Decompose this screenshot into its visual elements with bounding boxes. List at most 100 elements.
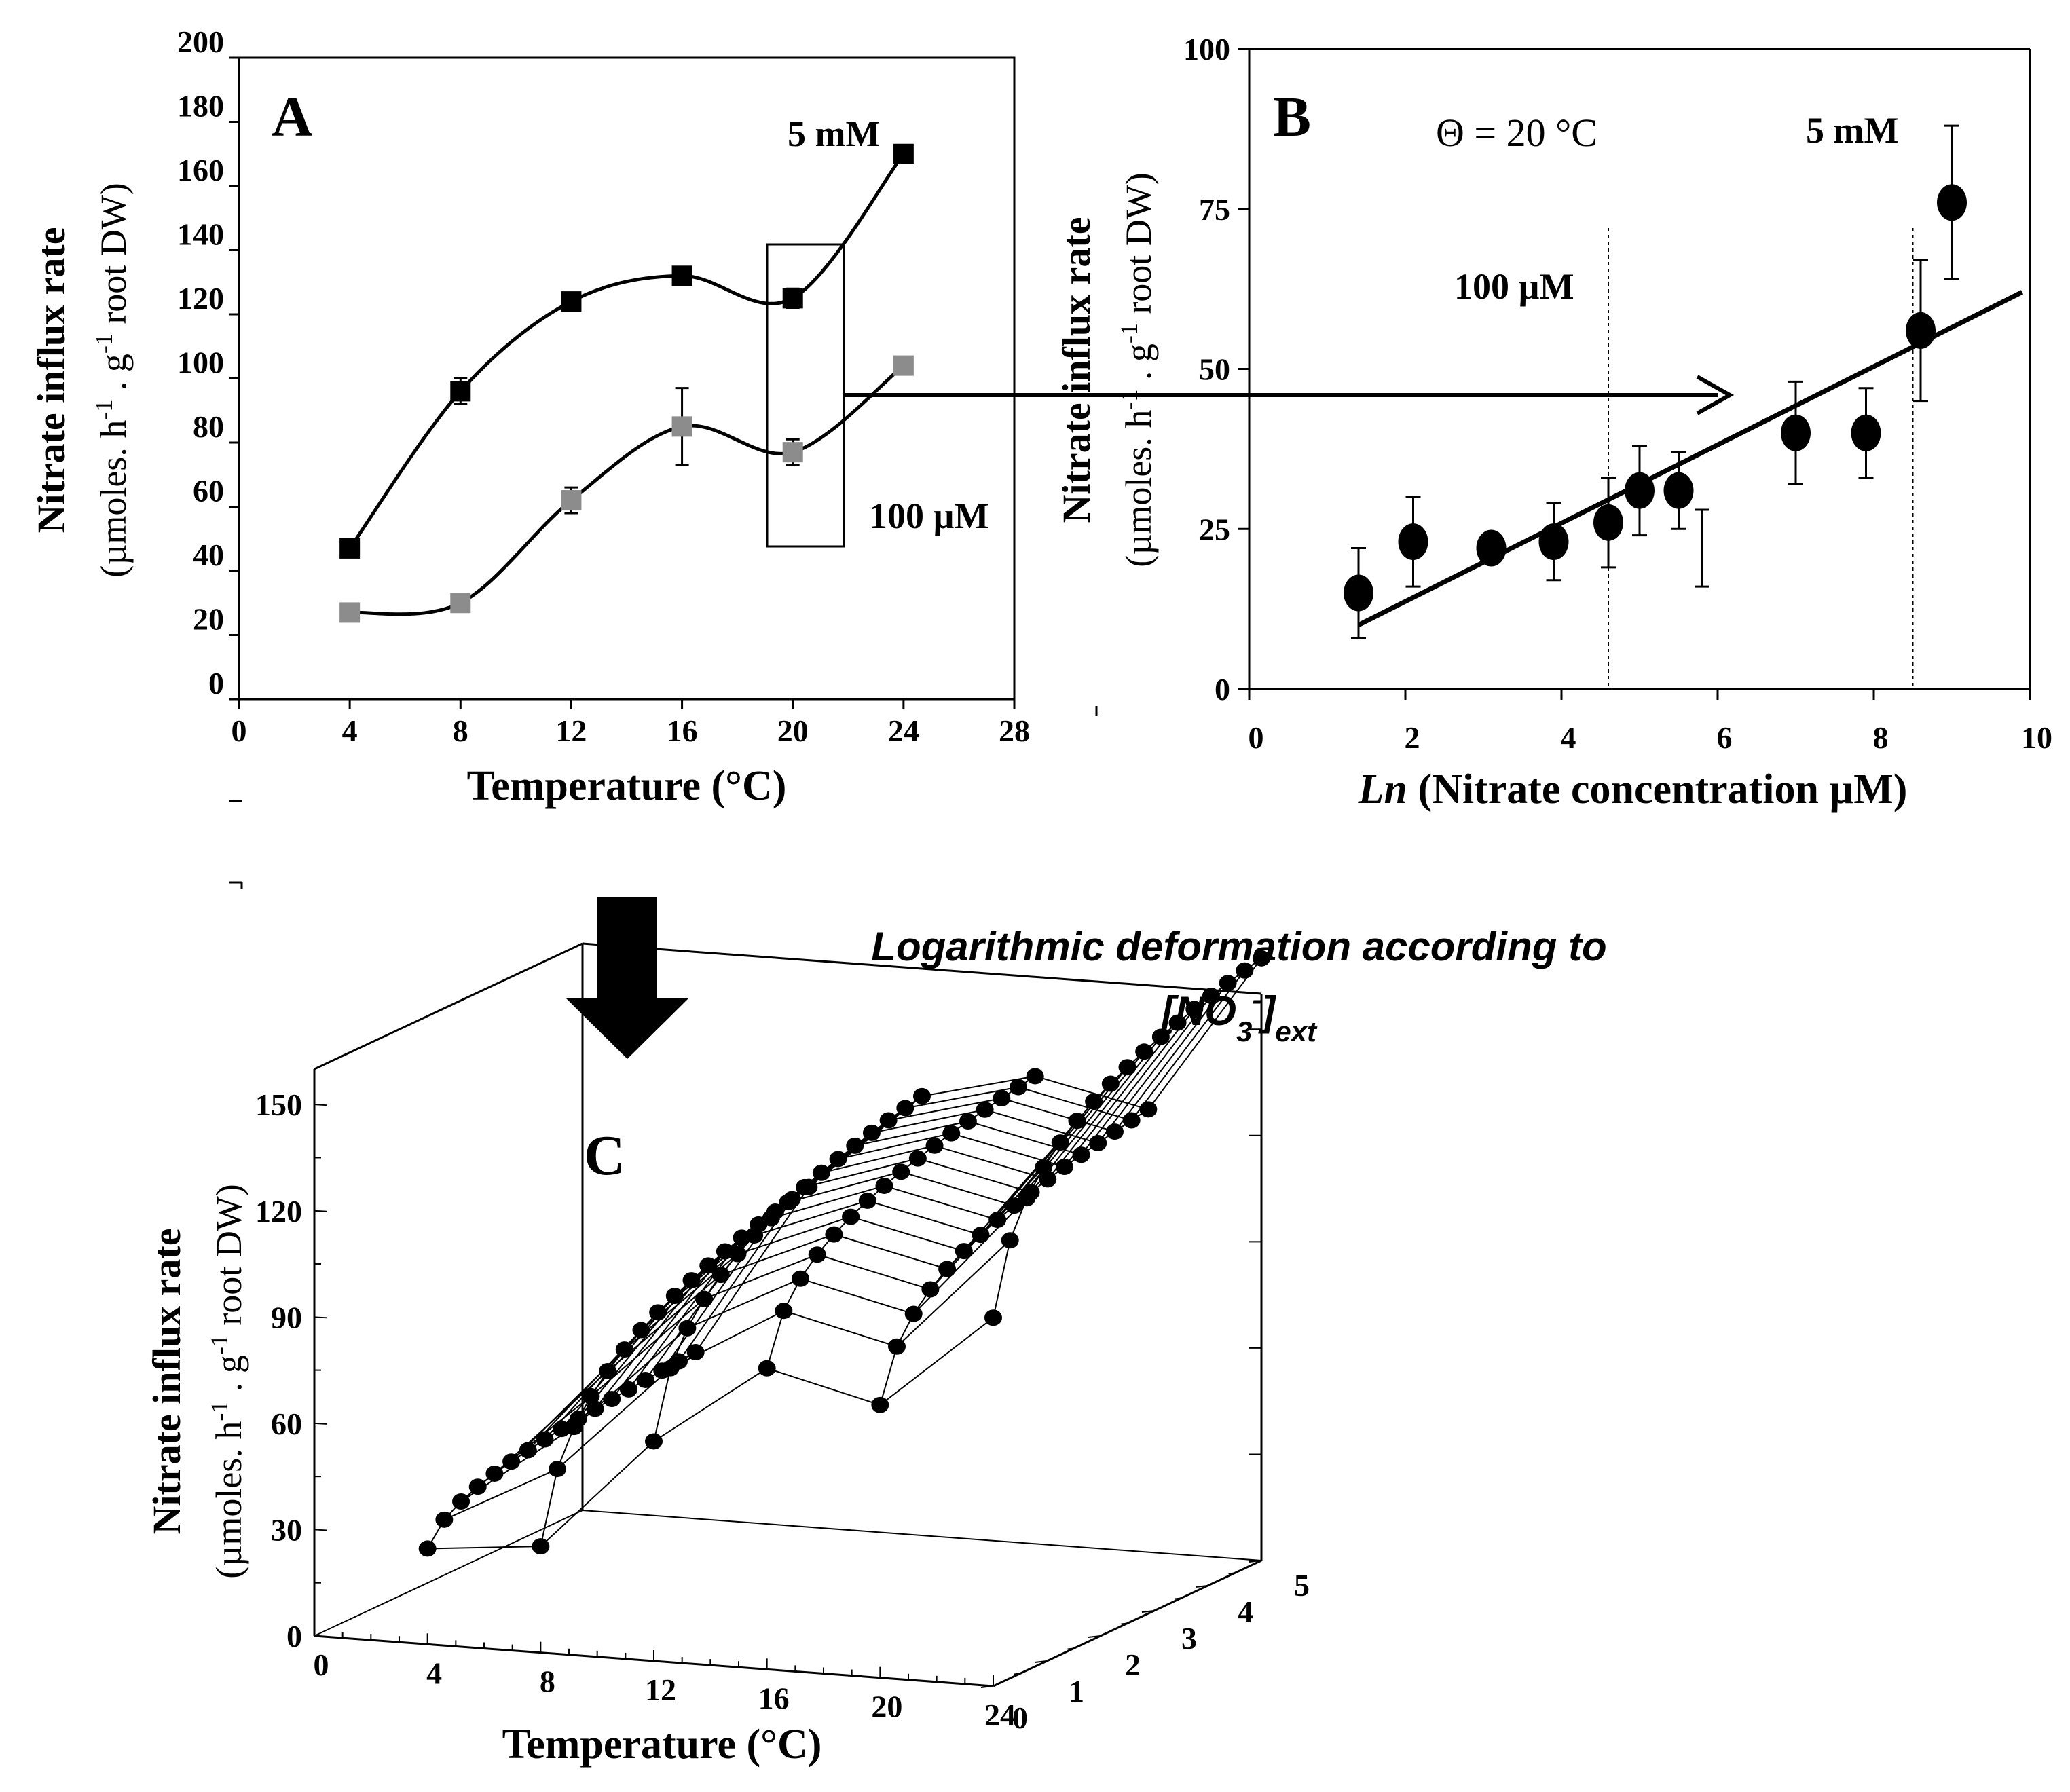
panel-b-y-axis-label: Nitrate influx rate <box>1054 217 1098 523</box>
panel-a-y-tick-label: 120 <box>177 281 224 316</box>
panel-c-data-point <box>908 1150 927 1167</box>
panel-c-data-point <box>988 1212 1007 1229</box>
panel-b-y-tick-label: 100 <box>1183 32 1230 67</box>
panel-c-data-point <box>586 1400 604 1417</box>
panel-c-data-point <box>678 1320 697 1337</box>
panel-c-data-point <box>808 1246 826 1263</box>
panel-c-data-point <box>862 1124 881 1141</box>
panel-c-data-point <box>871 1396 889 1413</box>
panel-c-data-point <box>993 1090 1011 1107</box>
panel-c-x-tick-label: 0 <box>314 1647 329 1682</box>
panel-c-data-point <box>536 1431 554 1448</box>
panel-c-depth-tick-label: 4 <box>1238 1594 1253 1629</box>
panel-c-data-point <box>1135 1043 1153 1060</box>
panel-a-y-axis-label: Nitrate influx rate <box>29 227 73 534</box>
panel-c-data-point <box>1168 1014 1187 1031</box>
panel-a-data-marker <box>782 288 803 309</box>
panel-c-depth-tick-mark <box>1088 1635 1101 1638</box>
panel-b-x-axis-label-rest: (Nitrate concentration µM) <box>1407 766 1907 813</box>
panel-c-data-point <box>636 1371 654 1388</box>
arrow-caption-ext: ext <box>1275 1015 1318 1047</box>
panel-c-axis-edge <box>314 942 583 1070</box>
panel-c-surface-edge <box>653 1096 923 1442</box>
panel-c-data-point <box>925 1137 944 1154</box>
panel-c-data-point <box>502 1453 521 1470</box>
panel-c-data-point <box>519 1442 537 1459</box>
panel-b-data-point <box>1538 523 1569 561</box>
panel-c-data-point <box>1253 950 1270 967</box>
panel-c-data-point <box>1139 1101 1158 1118</box>
panel-b-reference-lines <box>1608 228 1914 689</box>
panel-b-points <box>1344 124 1967 639</box>
panel-c-surface-line <box>628 1008 1196 1390</box>
panel-a-y-tick-label: 0 <box>208 666 224 701</box>
panel-c-z-tick-label: 60 <box>271 1406 302 1441</box>
panel-c-data-point <box>452 1493 470 1510</box>
panel-c-data-point <box>1151 1028 1170 1045</box>
panel-c-x-tick-label: 24 <box>984 1698 1016 1732</box>
panel-c-data-point <box>779 1194 797 1211</box>
panel-c-x-tick-label: 20 <box>871 1690 902 1724</box>
panel-c-data-point <box>435 1511 454 1528</box>
panel-c-data-point <box>976 1101 994 1118</box>
panel-a-y-tick-label: 140 <box>177 217 224 252</box>
panel-c-data-point <box>858 1192 876 1209</box>
panel-c-data-point <box>896 1100 914 1117</box>
panel-c-x-tick-label: 16 <box>758 1681 790 1715</box>
panel-c-data-point <box>1035 1159 1053 1176</box>
panel-a-data-marker <box>561 490 582 511</box>
panel-c-depth-tick-label: 3 <box>1181 1621 1197 1656</box>
panel-c-data-point <box>1236 962 1254 979</box>
panel-c-data-point <box>485 1465 504 1482</box>
panel-a-data-marker <box>893 143 914 164</box>
panel-c-z-tick-label: 120 <box>255 1194 302 1229</box>
panel-c-data-point <box>1055 1159 1073 1176</box>
panel-c-z-tick-mark <box>314 1529 327 1531</box>
panel-c-x-axis-label: Temperature (°C) <box>502 1721 822 1768</box>
down-arrow-icon <box>566 897 689 1059</box>
panel-c-z-tick-label: 0 <box>287 1619 302 1654</box>
panel-a-data-marker <box>561 291 582 312</box>
panel-b-x-tick-label: 10 <box>2021 720 2052 755</box>
panel-c-data-point <box>645 1433 663 1450</box>
panel-c-z-tick-mark <box>314 1210 327 1212</box>
panel-c-data-point <box>549 1461 567 1478</box>
panel-c-x-tick-label: 4 <box>426 1656 442 1690</box>
panel-c-data-point <box>1001 1232 1019 1249</box>
panel-c-data-point <box>1018 1190 1036 1207</box>
panel-a-x-tick-label: 4 <box>342 713 358 748</box>
panel-b-y-tick-label: 75 <box>1199 192 1230 227</box>
panel-c-data-point <box>812 1164 830 1181</box>
panel-c-data-point <box>582 1387 600 1404</box>
panel-c-data-point <box>1005 1197 1023 1214</box>
panel-b-data-point <box>1781 414 1811 451</box>
panel-c-data-point <box>846 1137 864 1154</box>
panel-b-data-point <box>1593 504 1623 541</box>
panel-c-data-point <box>775 1303 793 1320</box>
panel-b-y-tick-label: 0 <box>1215 672 1230 707</box>
panel-c-depth-tick-mark <box>980 1685 994 1688</box>
panel-a-y-tick-label: 200 <box>177 24 224 59</box>
panel-a-x-tick-label: 24 <box>888 713 919 748</box>
panel-c-data-point <box>758 1360 776 1377</box>
panel-c-z-tick-mark <box>314 1104 327 1106</box>
panel-b-regression-line <box>1357 290 2024 627</box>
panel-b-x-ticks: 0 2 4 6 8 10 <box>1248 689 2052 755</box>
panel-c-depth-minor-tick <box>1228 1572 1235 1575</box>
panel-b-x-tick-label: 6 <box>1717 720 1733 755</box>
panel-c-data-point <box>711 1267 730 1284</box>
panel-a-y-tick-label: 40 <box>193 538 224 572</box>
panel-a-x-tick-label: 12 <box>555 713 587 748</box>
panel-c-x-tick-label: 12 <box>645 1673 676 1707</box>
panel-c-data-point <box>1101 1075 1120 1092</box>
panel-b-x-tick-label: 2 <box>1405 720 1420 755</box>
panel-c-data-point <box>728 1246 747 1263</box>
panel-a-y-ticks: 0 20 40 60 80 100 120 140 160 180 200 <box>177 24 239 701</box>
panel-c-data-point <box>892 1163 910 1180</box>
panel-c-depth-tick-label: 5 <box>1294 1568 1310 1603</box>
panel-a-x-tick-label: 20 <box>777 713 809 748</box>
panel-c-data-point <box>1219 975 1237 992</box>
panel-a-data-marker <box>893 355 914 376</box>
panel-c-z-tick-label: 30 <box>271 1512 302 1547</box>
